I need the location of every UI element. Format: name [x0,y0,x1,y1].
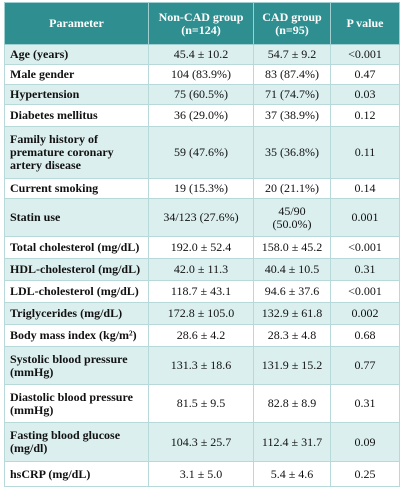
value-cell: 0.77 [330,346,400,385]
parameter-cell: Hypertension [4,84,149,105]
header-row: Parameter Non-CAD group (n=124) CAD group … [4,2,400,45]
value-cell: 71 (74.7%) [253,84,331,105]
value-cell: 3.1 ± 5.0 [148,461,254,487]
value-cell: 45.4 ± 10.2 [148,44,254,65]
table-row: Family history of premature coronary art… [4,126,400,179]
parameter-cell: Fasting blood glucose (mg/dl) [4,422,149,462]
parameter-cell: Male gender [4,64,149,85]
value-cell: 28.3 ± 4.8 [253,324,331,347]
table-row: HDL-cholesterol (mg/dL) 42.0 ± 11.3 40.4 ±… [4,258,400,281]
value-cell: 104 (83.9%) [148,64,254,85]
value-cell: 81.5 ± 9.5 [148,384,254,423]
table-row: Systolic blood pressure (mmHg) 131.3 ± 18… [4,346,400,385]
value-cell: 0.31 [330,258,400,281]
value-cell: 40.4 ± 10.5 [253,258,331,281]
header-cell: CAD group (n=95) [253,2,331,45]
value-cell: 0.12 [330,104,400,127]
value-cell: 5.4 ± 4.6 [253,461,331,487]
value-cell: 0.68 [330,324,400,347]
value-cell: 131.3 ± 18.6 [148,346,254,385]
value-cell: 82.8 ± 8.9 [253,384,331,423]
value-cell: 42.0 ± 11.3 [148,258,254,281]
value-cell: 131.9 ± 15.2 [253,346,331,385]
value-cell: 35 (36.8%) [253,126,331,179]
parameter-cell: Total cholesterol (mg/dL) [4,236,149,259]
table-row: Age (years) 45.4 ± 10.2 54.7 ± 9.2 <0.001 [4,44,400,65]
value-cell: 36 (29.0%) [148,104,254,127]
table-row: Body mass index (kg/m²) 28.6 ± 4.2 28.3 ± … [4,324,400,347]
value-cell: 94.6 ± 37.6 [253,280,331,303]
value-cell: 0.03 [330,84,400,105]
value-cell: 19 (15.3%) [148,178,254,199]
value-cell: 0.31 [330,384,400,423]
table-row: Diastolic blood pressure (mmHg) 81.5 ± 9.… [4,384,400,423]
value-cell: 172.8 ± 105.0 [148,302,254,325]
value-cell: <0.001 [330,236,400,259]
table-row: LDL-cholesterol (mg/dL) 118.7 ± 43.1 94.6 … [4,280,400,303]
parameter-cell: LDL-cholesterol (mg/dL) [4,280,149,303]
header-cell: Non-CAD group (n=124) [148,2,254,45]
value-cell: 0.001 [330,198,400,237]
value-cell: 34/123 (27.6%) [148,198,254,237]
table-row: Male gender 104 (83.9%) 83 (87.4%) 0.47 [4,64,400,85]
value-cell: 158.0 ± 45.2 [253,236,331,259]
table-row: hsCRP (mg/dL) 3.1 ± 5.0 5.4 ± 4.6 0.25 [4,461,400,487]
table-row: Fasting blood glucose (mg/dl) 104.3 ± 25.… [4,422,400,462]
value-cell: 0.09 [330,422,400,462]
value-cell: 104.3 ± 25.7 [148,422,254,462]
value-cell: 75 (60.5%) [148,84,254,105]
header-cell: P value [330,2,400,45]
value-cell: 132.9 ± 61.8 [253,302,331,325]
value-cell: 112.4 ± 31.7 [253,422,331,462]
parameter-cell: Diastolic blood pressure (mmHg) [4,384,149,423]
value-cell: 59 (47.6%) [148,126,254,179]
table-row: Total cholesterol (mg/dL) 192.0 ± 52.4 158… [4,236,400,259]
table-container: Parameter Non-CAD group (n=124) CAD group … [4,2,400,487]
parameter-cell: Body mass index (kg/m²) [4,324,149,347]
parameter-cell: Statin use [4,198,149,237]
data-table: Parameter Non-CAD group (n=124) CAD group … [4,2,400,487]
value-cell: 192.0 ± 52.4 [148,236,254,259]
header-cell: Parameter [4,2,149,45]
value-cell: 83 (87.4%) [253,64,331,85]
value-cell: 0.11 [330,126,400,179]
parameter-cell: Age (years) [4,44,149,65]
table-row: Current smoking 19 (15.3%) 20 (21.1%) 0.14 [4,178,400,199]
table-row: Triglycerides (mg/dL) 172.8 ± 105.0 132.9 … [4,302,400,325]
parameter-cell: HDL-cholesterol (mg/dL) [4,258,149,281]
value-cell: 37 (38.9%) [253,104,331,127]
table-row: Statin use 34/123 (27.6%) 45/90 (50.0%) 0.0… [4,198,400,237]
value-cell: 118.7 ± 43.1 [148,280,254,303]
value-cell: 28.6 ± 4.2 [148,324,254,347]
parameter-cell: hsCRP (mg/dL) [4,461,149,487]
value-cell: <0.001 [330,280,400,303]
parameter-cell: Triglycerides (mg/dL) [4,302,149,325]
table-row: Diabetes mellitus 36 (29.0%) 37 (38.9%) 0.1… [4,104,400,127]
table-row: Hypertension 75 (60.5%) 71 (74.7%) 0.03 [4,84,400,105]
value-cell: 0.47 [330,64,400,85]
value-cell: 20 (21.1%) [253,178,331,199]
value-cell: 0.002 [330,302,400,325]
parameter-cell: Diabetes mellitus [4,104,149,127]
value-cell: 54.7 ± 9.2 [253,44,331,65]
parameter-cell: Systolic blood pressure (mmHg) [4,346,149,385]
parameter-cell: Current smoking [4,178,149,199]
value-cell: 0.25 [330,461,400,487]
parameter-cell: Family history of premature coronary art… [4,126,149,179]
value-cell: <0.001 [330,44,400,65]
value-cell: 0.14 [330,178,400,199]
value-cell: 45/90 (50.0%) [253,198,331,237]
